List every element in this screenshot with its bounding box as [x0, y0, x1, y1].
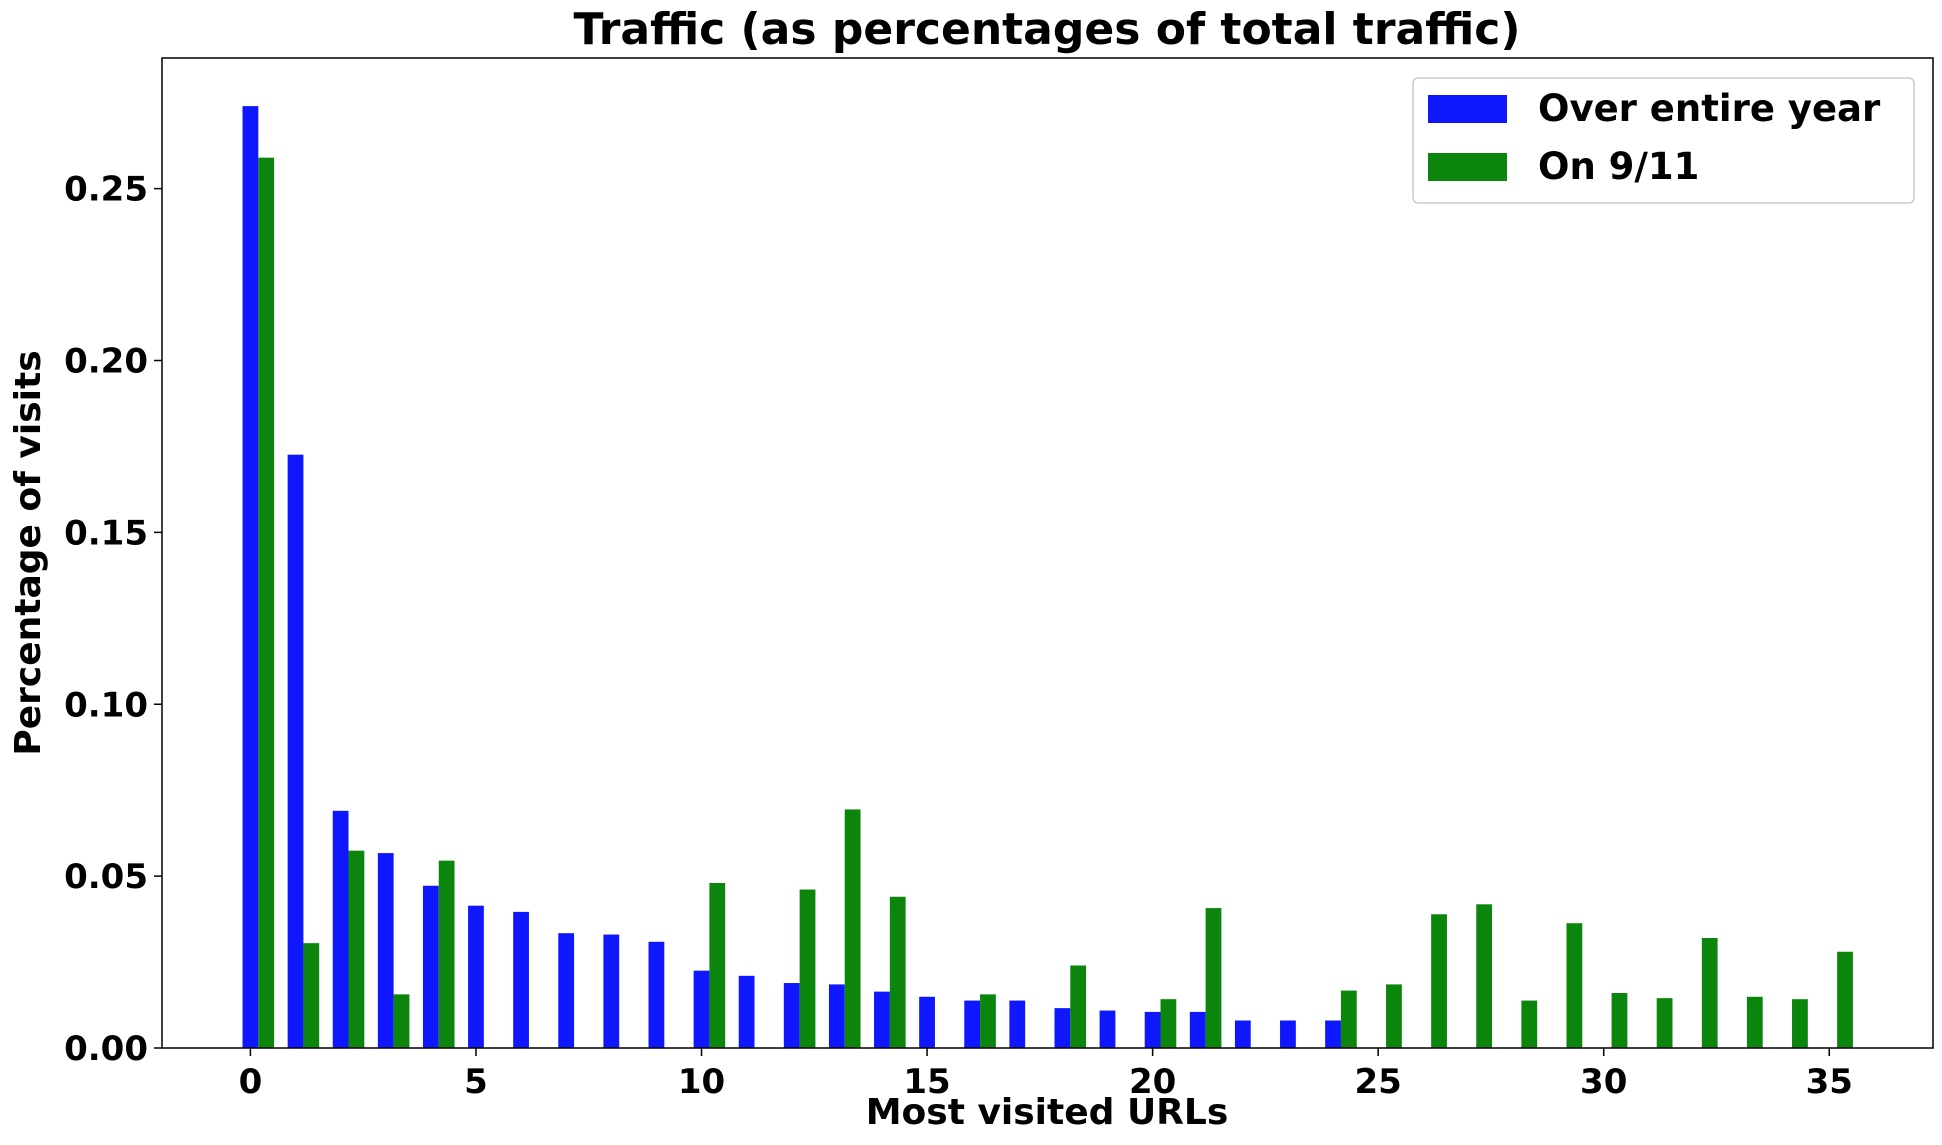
- bar-year-7: [558, 933, 575, 1048]
- bar-911-18: [1070, 965, 1087, 1048]
- bar-911-10: [709, 883, 726, 1048]
- bar-911-31: [1656, 998, 1673, 1048]
- y-tick-label: 0.25: [64, 170, 148, 210]
- bar-911-25: [1386, 984, 1402, 1048]
- x-tick-label: 15: [903, 1062, 950, 1102]
- bar-911-12: [799, 889, 816, 1048]
- bar-911-26: [1431, 914, 1447, 1048]
- bar-911-16: [980, 994, 996, 1048]
- bar-911-14: [889, 896, 906, 1048]
- bar-911-35: [1837, 951, 1853, 1048]
- y-tick-label: 0.20: [64, 342, 148, 382]
- ticks-layer: 0 5 10 15 20 25 30 35 0.00 0.05 0.10 0.15 0.20 0.25: [64, 170, 1853, 1102]
- bar-911-20: [1160, 999, 1177, 1048]
- bar-911-30: [1611, 993, 1628, 1048]
- bar-year-19: [1099, 1010, 1116, 1048]
- y-tick-label: 0.00: [64, 1029, 148, 1069]
- y-tick-label: 0.05: [64, 857, 148, 897]
- bar-911-3: [393, 994, 410, 1048]
- bars-layer: [242, 106, 1853, 1048]
- bar-year-11: [738, 975, 755, 1048]
- legend-frame: [1412, 77, 1915, 204]
- bar-911-2: [348, 850, 365, 1048]
- x-tick-label: 0: [239, 1062, 263, 1102]
- bar-911-21: [1205, 908, 1222, 1048]
- bar-year-8: [603, 934, 620, 1048]
- bar-year-17: [1009, 1000, 1026, 1048]
- bar-year-21: [1189, 1011, 1206, 1048]
- bar-year-13: [828, 984, 845, 1048]
- bar-year-23: [1280, 1020, 1296, 1048]
- x-tick-label: 35: [1806, 1062, 1853, 1102]
- bar-911-34: [1792, 999, 1808, 1048]
- chart-title: Traffic (as percentages of total traffic…: [574, 4, 1521, 55]
- bar-year-10: [693, 970, 710, 1048]
- bar-year-24: [1325, 1020, 1341, 1048]
- bar-911-0: [258, 157, 275, 1048]
- bar-year-9: [648, 941, 665, 1048]
- y-axis-label: Percentage of visits: [8, 350, 49, 755]
- bar-911-28: [1521, 1000, 1538, 1048]
- bar-year-4: [422, 885, 439, 1048]
- plot-frame: [161, 57, 1934, 1049]
- bar-year-12: [783, 983, 800, 1048]
- bar-year-15: [919, 996, 935, 1048]
- legend-swatch-on-9-11: [1428, 153, 1507, 181]
- bar-year-20: [1144, 1011, 1161, 1048]
- bar-year-2: [332, 810, 349, 1048]
- bar-year-5: [468, 905, 484, 1048]
- bar-year-6: [513, 911, 529, 1048]
- bar-year-14: [874, 991, 890, 1048]
- bar-911-32: [1701, 938, 1718, 1048]
- bar-911-33: [1746, 996, 1763, 1048]
- bar-911-24: [1340, 990, 1357, 1048]
- x-tick-label: 20: [1129, 1062, 1176, 1102]
- x-tick-label: 5: [464, 1062, 488, 1102]
- bar-911-27: [1476, 904, 1493, 1048]
- y-tick-label: 0.15: [64, 513, 148, 553]
- legend-label-over-entire-year: Over entire year: [1538, 87, 1881, 130]
- legend-swatch-over-entire-year: [1428, 95, 1507, 123]
- bar-year-16: [964, 1000, 981, 1048]
- bar-year-3: [377, 853, 394, 1048]
- y-tick-label: 0.10: [64, 685, 148, 725]
- x-axis-label: Most visited URLs: [866, 1092, 1229, 1133]
- bar-911-13: [844, 809, 861, 1048]
- bar-911-29: [1566, 923, 1583, 1048]
- x-tick-label: 10: [678, 1062, 725, 1102]
- bar-year-22: [1234, 1020, 1251, 1048]
- bar-911-4: [438, 860, 455, 1048]
- bar-year-18: [1054, 1008, 1071, 1048]
- x-tick-label: 25: [1354, 1062, 1401, 1102]
- bar-911-1: [303, 943, 320, 1048]
- x-tick-label: 30: [1580, 1062, 1627, 1102]
- bar-year-0: [242, 106, 259, 1048]
- bar-year-1: [287, 454, 304, 1048]
- legend-label-on-9-11: On 9/11: [1538, 145, 1699, 188]
- legend: Over entire year On 9/11: [1412, 77, 1915, 204]
